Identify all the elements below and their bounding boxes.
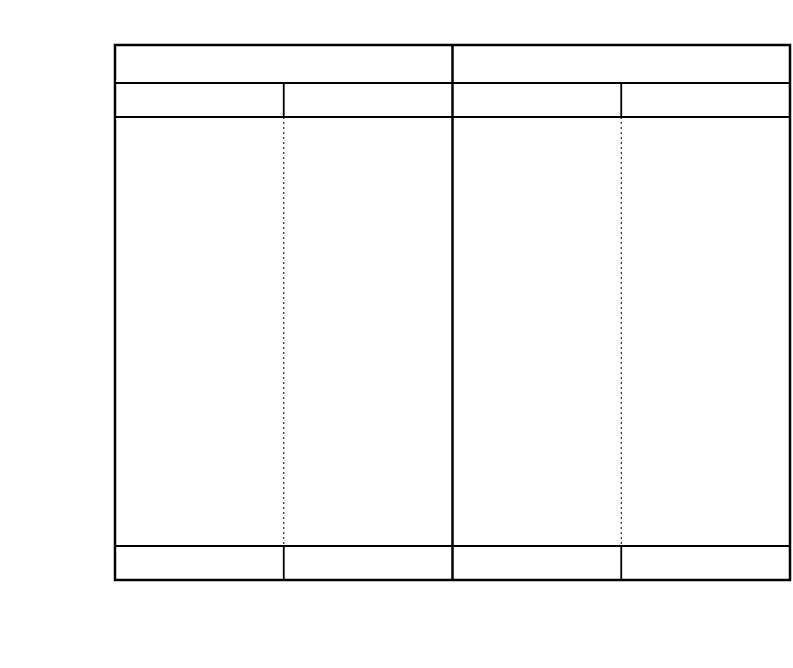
elisa-scatter-chart — [20, 20, 793, 648]
